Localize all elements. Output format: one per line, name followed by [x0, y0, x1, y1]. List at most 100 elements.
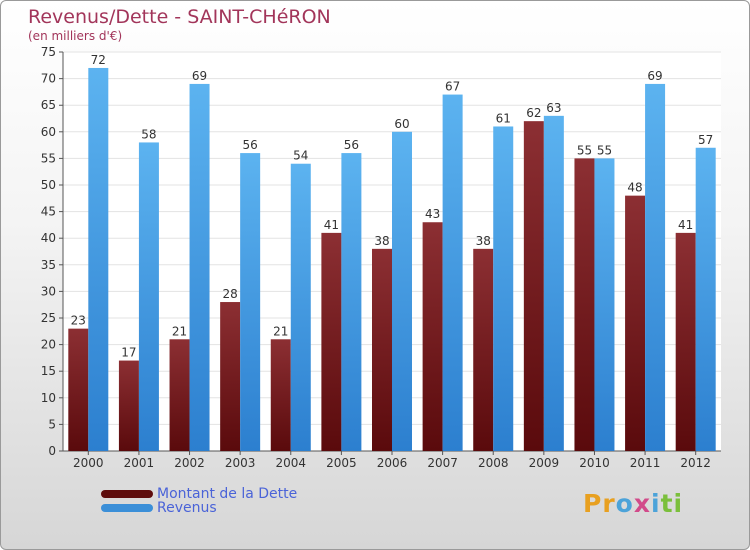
- data-label-debt: 21: [273, 324, 288, 338]
- data-label-debt: 41: [678, 218, 693, 232]
- data-label-debt: 62: [526, 106, 541, 120]
- data-label-revenus: 69: [192, 69, 207, 83]
- data-label-debt: 17: [121, 346, 136, 360]
- chart-title: Revenus/Dette - SAINT-CHéRON: [28, 6, 331, 28]
- data-label-revenus: 55: [597, 143, 612, 157]
- logo-letter: o: [615, 489, 634, 518]
- legend-swatch-revenus: [101, 504, 153, 512]
- bar-revenus: [240, 153, 261, 451]
- data-label-revenus: 72: [91, 53, 106, 67]
- x-tick-label: 2002: [174, 456, 205, 470]
- y-tick-label: 50: [41, 178, 56, 192]
- bar-revenus: [290, 163, 311, 451]
- bar-debt: [574, 158, 595, 451]
- x-tick-label: 2009: [529, 456, 560, 470]
- y-tick-label: 35: [41, 258, 56, 272]
- y-tick-label: 30: [41, 284, 56, 298]
- data-label-revenus: 56: [243, 138, 258, 152]
- y-tick-label: 45: [41, 205, 56, 219]
- proxiti-logo: Proxiti: [583, 489, 683, 518]
- bar-debt: [422, 222, 443, 451]
- legend-label-revenus: Revenus: [157, 500, 217, 516]
- x-tick-label: 2012: [680, 456, 711, 470]
- bar-revenus: [392, 131, 412, 452]
- y-tick-label: 75: [41, 45, 56, 59]
- y-tick-label: 65: [41, 98, 56, 112]
- bar-revenus: [493, 126, 514, 451]
- bar-debt: [372, 248, 392, 451]
- logo-letter: i: [673, 489, 684, 518]
- data-label-revenus: 54: [293, 149, 308, 163]
- logo-letter: P: [583, 489, 603, 518]
- data-label-debt: 38: [374, 234, 389, 248]
- data-label-revenus: 67: [445, 80, 460, 94]
- data-label-revenus: 61: [496, 111, 511, 125]
- legend-item-debt: Montant de la Dette: [101, 486, 298, 502]
- data-label-revenus: 57: [698, 133, 713, 147]
- data-label-revenus: 58: [141, 127, 156, 141]
- x-tick-label: 2003: [225, 456, 256, 470]
- bar-revenus: [138, 142, 159, 451]
- logo-letter: x: [633, 489, 651, 518]
- legend-swatch-debt: [101, 490, 153, 498]
- data-label-debt: 38: [476, 234, 491, 248]
- x-tick-label: 2004: [275, 456, 306, 470]
- y-tick-label: 60: [41, 125, 56, 139]
- data-label-debt: 23: [71, 314, 86, 328]
- logo-letter: t: [660, 489, 674, 518]
- data-label-revenus: 63: [546, 101, 561, 115]
- x-tick-label: 2008: [478, 456, 509, 470]
- bar-debt: [169, 339, 190, 451]
- data-label-debt: 21: [172, 324, 187, 338]
- data-label-debt: 28: [223, 287, 238, 301]
- y-tick-label: 5: [48, 417, 56, 431]
- bar-debt: [523, 121, 544, 451]
- x-tick-label: 2006: [377, 456, 408, 470]
- y-tick-label: 15: [41, 364, 56, 378]
- bar-revenus: [442, 94, 463, 451]
- bar-debt: [473, 248, 494, 451]
- bar-revenus: [645, 83, 666, 452]
- logo-letter: r: [602, 489, 616, 518]
- y-tick-label: 55: [41, 151, 56, 165]
- bar-debt: [625, 195, 646, 451]
- y-tick-label: 20: [41, 338, 56, 352]
- bar-revenus: [695, 147, 716, 451]
- chart-subtitle: (en milliers d'€): [28, 29, 123, 43]
- x-tick-label: 2011: [630, 456, 661, 470]
- bar-debt: [220, 302, 241, 451]
- bar-revenus: [88, 67, 109, 452]
- y-tick-label: 25: [41, 311, 56, 325]
- data-label-revenus: 69: [647, 69, 662, 83]
- data-label-debt: 55: [577, 143, 592, 157]
- logo-letter: i: [651, 489, 661, 518]
- bar-revenus: [543, 115, 564, 451]
- bar-debt: [321, 232, 342, 451]
- legend-item-revenus: Revenus: [101, 500, 297, 516]
- x-tick-label: 2005: [326, 456, 357, 470]
- data-label-revenus: 56: [344, 138, 359, 152]
- bar-revenus: [341, 153, 362, 451]
- bar-debt: [68, 328, 89, 451]
- bar-debt: [118, 360, 139, 451]
- x-tick-label: 2010: [579, 456, 610, 470]
- y-tick-label: 70: [41, 72, 56, 86]
- bar-debt: [675, 232, 696, 451]
- y-tick-label: 10: [41, 391, 56, 405]
- legend: Montant de la Dette Revenus: [101, 486, 298, 516]
- y-tick-label: 40: [41, 231, 56, 245]
- x-tick-label: 2007: [427, 456, 458, 470]
- data-label-debt: 43: [425, 207, 440, 221]
- bar-debt: [270, 339, 291, 451]
- x-tick-label: 2001: [124, 456, 155, 470]
- data-label-debt: 48: [627, 181, 642, 195]
- bar-revenus: [594, 158, 615, 451]
- data-label-revenus: 60: [394, 117, 409, 131]
- y-tick-label: 0: [48, 444, 56, 458]
- data-label-debt: 41: [324, 218, 339, 232]
- x-tick-label: 2000: [73, 456, 104, 470]
- bar-revenus: [189, 83, 210, 452]
- legend-label-debt: Montant de la Dette: [157, 486, 298, 502]
